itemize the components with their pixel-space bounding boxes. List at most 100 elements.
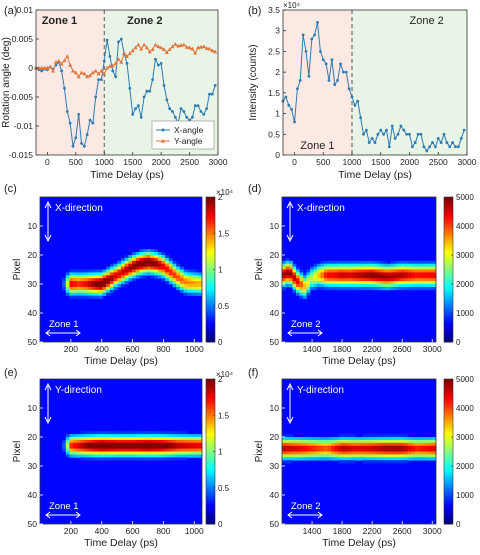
colorbar-segment [206,398,215,402]
data-point [125,54,129,58]
heatmap-cell [317,281,321,285]
heatmap-cell [373,275,377,279]
heatmap-cell [62,281,67,285]
heatmap-cell [146,431,151,435]
heatmap-cell [76,269,81,273]
data-point [347,87,351,91]
heatmap-cell [341,434,346,438]
heatmap-cell [113,431,118,435]
arrow-head [75,511,81,519]
heatmap-cell [84,284,89,288]
heatmap-cell [292,451,297,455]
colorbar-segment [444,218,453,222]
y-tick-label: 3.5 [268,5,280,15]
colorbar-segment [206,264,215,268]
x-tick-label: 1000 [95,157,114,167]
direction-label: Y-direction [55,385,102,396]
heatmap-cell [154,263,159,267]
heatmap-cell [65,448,70,452]
heatmap-cell [387,457,391,461]
heatmap-cell [387,445,391,449]
heatmap-cell [317,272,321,276]
heatmap-cell [380,269,384,273]
colorbar-segment [206,322,215,326]
heatmap-cell [299,272,304,276]
heatmap-cell [401,451,405,455]
heatmap-cell [161,437,166,441]
heatmap-cell [150,448,155,452]
colorbar-segment [444,391,453,394]
heatmap-cell [87,448,92,452]
heatmap-cell [303,457,307,461]
colorbar-segment [444,507,453,510]
heatmap-cell [338,460,342,464]
heatmap-cell [331,286,335,291]
heatmap-cell [317,457,321,461]
data-point [428,145,432,149]
heatmap-cell [408,263,412,267]
heatmap-cell [176,275,181,279]
heatmap-cell [179,437,184,441]
data-point [210,92,214,96]
heatmap-cell [306,292,311,296]
heatmap-cell [128,260,133,265]
heatmap-cell [80,278,85,282]
x-tick-label: 800 [156,344,170,354]
heatmap-cell [91,286,96,291]
heatmap-cell [69,439,74,444]
heatmap-cell [121,445,126,449]
heatmap-cell [87,437,92,441]
heatmap-cell [179,272,184,276]
heatmap-cell [161,278,166,282]
heatmap-cell [387,278,391,282]
heatmap-cell [179,278,184,282]
heatmap-cell [383,460,388,464]
heatmap-cell [143,275,148,279]
heatmap-cell [425,278,430,282]
colorbar-segment [206,391,215,394]
heatmap-cell [143,448,148,452]
heatmap-cell [143,260,148,265]
heatmap-cell [390,439,395,444]
heatmap-cell [179,451,184,455]
heatmap-cell [165,454,170,458]
panel-letter: (e) [4,367,17,379]
heatmap-cell [139,445,144,449]
heatmap-cell [352,284,356,288]
colorbar-segment [206,415,215,419]
heatmap-cell [154,257,159,262]
heatmap-cell [352,269,356,273]
heatmap-cell [187,439,192,444]
heatmap-cell [415,445,419,449]
heatmap-cell [157,454,162,458]
heatmap-cell [176,434,181,438]
heatmap-cell [84,289,89,294]
heatmap-cell [150,431,155,435]
heatmap-cell [73,289,78,294]
colorbar-segment [206,216,215,220]
heatmap-cell [198,437,203,441]
heatmap-cell [198,275,203,279]
data-point [433,145,437,149]
heatmap-cell [324,451,328,455]
data-point [119,60,124,64]
heatmap-cell [369,272,374,276]
heatmap-cell [338,281,342,285]
heatmap-cell [161,255,166,259]
x-axis-label: Time Delay (ps) [338,169,412,181]
heatmap-cell [76,442,81,447]
heatmap-cell [187,275,192,279]
heatmap-cell [352,266,356,270]
heatmap-cell [327,272,332,276]
heatmap-cell [176,284,181,288]
heatmap-cell [176,278,181,282]
heatmap-cell [179,275,184,279]
heatmap-cell [366,260,370,265]
colorbar-segment [444,415,453,419]
heatmap-cell [306,439,311,444]
heatmap-cell [172,437,177,441]
y-tick-label: 20 [28,432,38,442]
heatmap-cell [310,437,314,441]
heatmap-cell [320,451,325,455]
data-point [181,42,186,47]
